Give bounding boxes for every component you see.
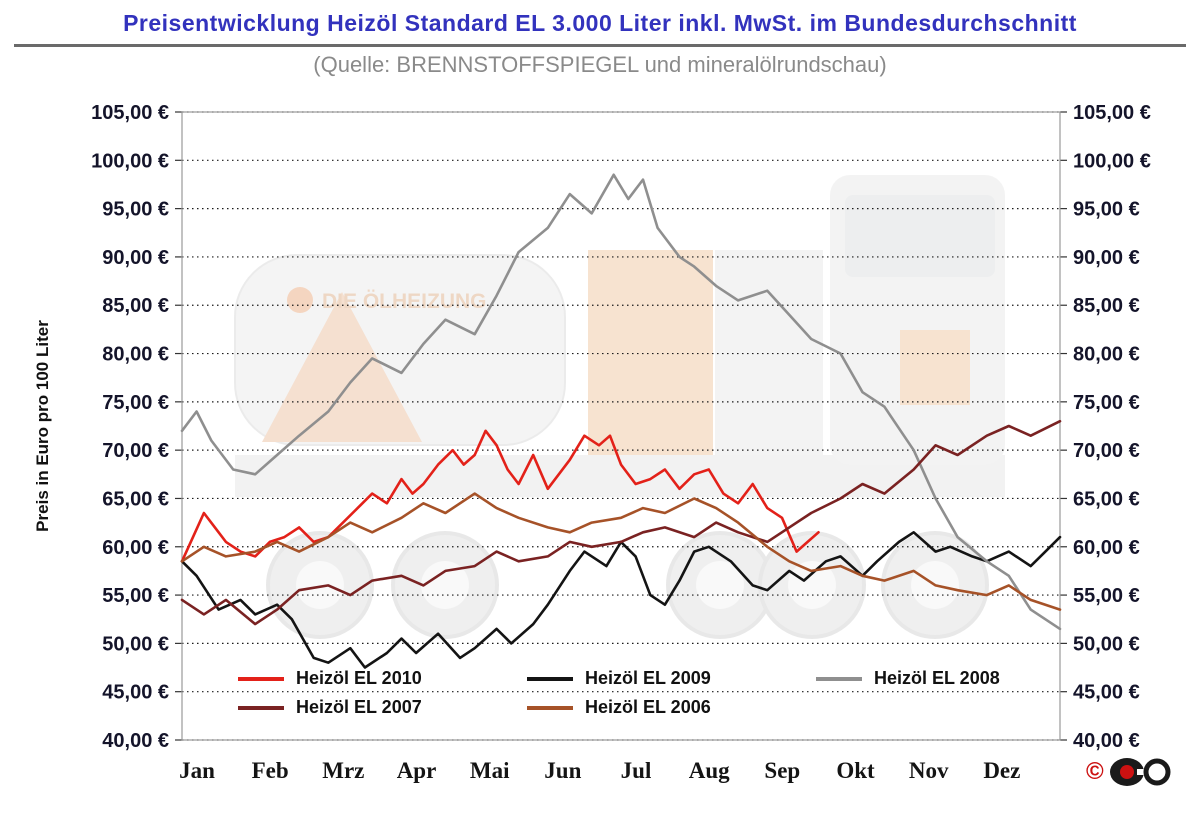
y-tick-label-right: 85,00 € [1073,295,1140,317]
y-tick-label-left: 60,00 € [102,537,169,559]
y-tick-label-left: 40,00 € [102,730,169,752]
y-tick-label-right: 65,00 € [1073,488,1140,510]
y-tick-label-left: 90,00 € [102,247,169,269]
y-tick-label-right: 80,00 € [1073,344,1140,366]
y-tick-label-right: 105,00 € [1073,102,1151,124]
footer-logo: © [1086,756,1173,788]
x-tick-label: Jun [544,758,581,783]
y-tick-label-left: 55,00 € [102,585,169,607]
y-tick-label-right: 55,00 € [1073,585,1140,607]
y-tick-label-right: 60,00 € [1073,537,1140,559]
truck-watermark: DIE ÖLHEIZUNG [234,175,1005,639]
y-tick-label-left: 100,00 € [91,150,169,172]
watermark-flame-icon [287,287,313,313]
x-tick-label: Mrz [322,758,364,783]
series-line [180,530,1062,669]
copyright-icon: © [1086,758,1104,785]
series-line [180,173,1062,631]
y-tick-label-right: 70,00 € [1073,440,1140,462]
y-tick-label-left: 65,00 € [102,488,169,510]
y-tick-label-left: 45,00 € [102,682,169,704]
plot-border [181,111,1061,741]
series-line [180,429,820,563]
x-tick-label: Dez [983,758,1020,783]
y-tick-label-left: 95,00 € [102,199,169,221]
y-tick-label-left: 75,00 € [102,392,169,414]
x-tick-label: Jul [621,758,652,783]
y-tick-label-left: 50,00 € [102,633,169,655]
legend-label: Heizöl EL 2006 [585,697,711,717]
legend-swatch [238,705,284,710]
y-tick-label-left: 80,00 € [102,344,169,366]
x-tick-label: Nov [909,758,949,783]
watermark-text: DIE ÖLHEIZUNG [322,290,487,313]
legend-swatch [238,676,284,681]
y-tick-label-left: 70,00 € [102,440,169,462]
x-tick-label: Aug [689,758,730,783]
x-tick-label: Apr [397,758,437,783]
x-tick-label: Mai [470,758,510,783]
legend-swatch [816,676,862,681]
legend-item: Heizöl EL 2009 [527,668,816,689]
y-tick-label-right: 45,00 € [1073,682,1140,704]
chart-source: (Quelle: BRENNSTOFFSPIEGEL und mineralöl… [313,52,887,77]
y-tick-label-right: 75,00 € [1073,392,1140,414]
legend-swatch [527,705,573,710]
legend-label: Heizöl EL 2007 [296,697,422,717]
legend-swatch [527,676,573,681]
legend-item: Heizöl EL 2010 [238,668,527,689]
publisher-logo [1109,758,1171,786]
y-tick-label-right: 100,00 € [1073,150,1151,172]
legend-item: Heizöl EL 2006 [527,697,816,718]
legend-label: Heizöl EL 2009 [585,668,711,688]
y-tick-label-left: 105,00 € [91,102,169,124]
y-tick-label-right: 95,00 € [1073,199,1140,221]
legend-item: Heizöl EL 2007 [238,697,527,718]
legend-item: Heizöl EL 2008 [816,668,1096,689]
x-tick-label: Sep [764,758,800,783]
x-tick-label: Jan [179,758,215,783]
y-tick-label-right: 50,00 € [1073,633,1140,655]
legend-label: Heizöl EL 2008 [874,668,1000,688]
y-tick-label-left: 85,00 € [102,295,169,317]
x-tick-label: Okt [836,758,875,783]
chart-legend: Heizöl EL 2010 Heizöl EL 2009 Heizöl EL 20… [238,668,1096,718]
x-tick-label: Feb [252,758,289,783]
legend-label: Heizöl EL 2010 [296,668,422,688]
y-tick-label-right: 40,00 € [1073,730,1140,752]
series-line [180,419,1062,626]
series-line [180,492,1062,611]
chart-title: Preisentwicklung Heizöl Standard EL 3.00… [123,10,1077,36]
y-tick-label-right: 90,00 € [1073,247,1140,269]
title-rule [14,44,1186,47]
